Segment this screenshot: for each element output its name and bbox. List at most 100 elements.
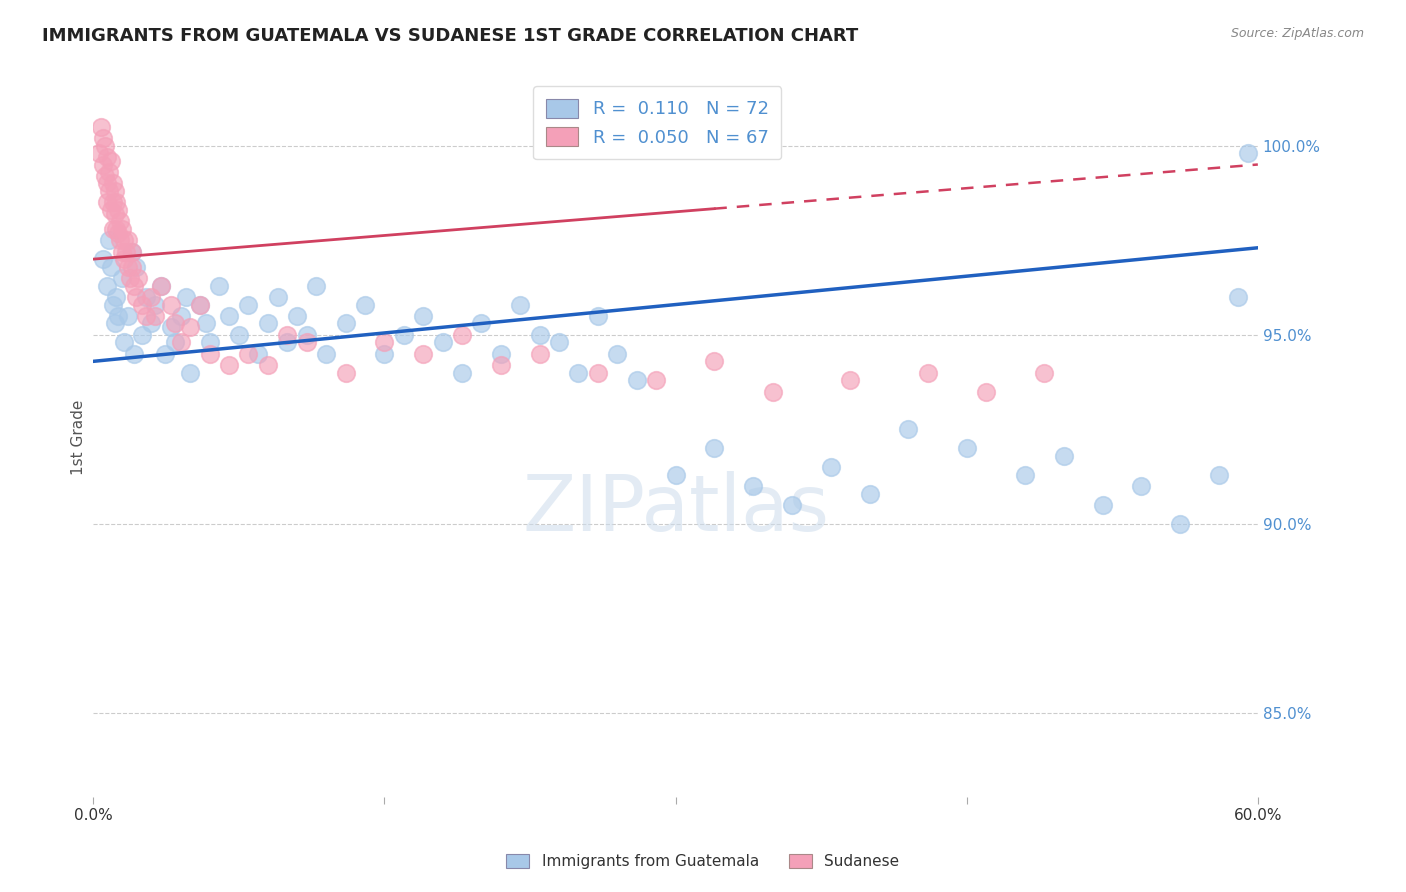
Point xyxy=(529,327,551,342)
Point xyxy=(96,278,118,293)
Point xyxy=(208,278,231,293)
Point xyxy=(153,347,176,361)
Point xyxy=(451,327,474,342)
Point xyxy=(780,498,803,512)
Point xyxy=(218,309,240,323)
Point xyxy=(150,278,173,293)
Point xyxy=(198,335,221,350)
Point xyxy=(101,195,124,210)
Point xyxy=(295,327,318,342)
Point xyxy=(247,347,270,361)
Point xyxy=(121,260,143,274)
Point xyxy=(179,366,201,380)
Point xyxy=(115,244,138,259)
Point xyxy=(1168,517,1191,532)
Point xyxy=(470,317,492,331)
Text: IMMIGRANTS FROM GUATEMALA VS SUDANESE 1ST GRADE CORRELATION CHART: IMMIGRANTS FROM GUATEMALA VS SUDANESE 1S… xyxy=(42,27,859,45)
Point xyxy=(169,309,191,323)
Point xyxy=(107,202,129,217)
Point xyxy=(94,169,117,183)
Point xyxy=(112,335,135,350)
Point xyxy=(176,290,198,304)
Point xyxy=(285,309,308,323)
Point xyxy=(105,290,128,304)
Point xyxy=(105,222,128,236)
Point xyxy=(91,252,114,267)
Point xyxy=(567,366,589,380)
Point xyxy=(103,317,125,331)
Y-axis label: 1st Grade: 1st Grade xyxy=(72,400,86,475)
Point xyxy=(198,347,221,361)
Point xyxy=(412,309,434,323)
Point xyxy=(135,290,157,304)
Text: Source: ZipAtlas.com: Source: ZipAtlas.com xyxy=(1230,27,1364,40)
Point xyxy=(238,347,260,361)
Point xyxy=(141,317,163,331)
Point xyxy=(100,202,122,217)
Point xyxy=(257,317,280,331)
Point xyxy=(1053,449,1076,463)
Point xyxy=(335,317,357,331)
Point xyxy=(103,184,125,198)
Point xyxy=(150,278,173,293)
Point xyxy=(373,335,395,350)
Point xyxy=(509,297,531,311)
Point xyxy=(392,327,415,342)
Point xyxy=(218,358,240,372)
Point xyxy=(305,278,328,293)
Point xyxy=(451,366,474,380)
Point xyxy=(121,244,143,259)
Point xyxy=(122,347,145,361)
Point xyxy=(101,222,124,236)
Point xyxy=(1014,467,1036,482)
Point xyxy=(96,150,118,164)
Point xyxy=(94,138,117,153)
Point xyxy=(1227,290,1250,304)
Point xyxy=(87,146,110,161)
Point xyxy=(91,131,114,145)
Point xyxy=(101,297,124,311)
Point xyxy=(664,467,686,482)
Point xyxy=(295,335,318,350)
Point xyxy=(131,297,153,311)
Point xyxy=(606,347,628,361)
Point xyxy=(97,233,120,247)
Point xyxy=(112,233,135,247)
Point xyxy=(1091,498,1114,512)
Point xyxy=(974,384,997,399)
Point xyxy=(276,335,298,350)
Point xyxy=(276,327,298,342)
Point xyxy=(354,297,377,311)
Point xyxy=(188,297,211,311)
Point xyxy=(120,271,142,285)
Point xyxy=(127,271,149,285)
Point xyxy=(839,373,862,387)
Point xyxy=(111,222,134,236)
Point xyxy=(188,297,211,311)
Point xyxy=(703,442,725,456)
Point xyxy=(169,335,191,350)
Point xyxy=(110,214,132,228)
Point xyxy=(761,384,783,399)
Point xyxy=(257,358,280,372)
Point xyxy=(159,320,181,334)
Point xyxy=(489,358,512,372)
Point xyxy=(228,327,250,342)
Point xyxy=(897,422,920,436)
Point xyxy=(1130,479,1153,493)
Point xyxy=(96,177,118,191)
Point xyxy=(107,309,129,323)
Point xyxy=(131,327,153,342)
Point xyxy=(100,153,122,168)
Point xyxy=(97,165,120,179)
Point xyxy=(238,297,260,311)
Point xyxy=(489,347,512,361)
Point xyxy=(100,260,122,274)
Point xyxy=(111,244,134,259)
Point xyxy=(90,120,112,134)
Point xyxy=(163,317,186,331)
Point xyxy=(412,347,434,361)
Point xyxy=(103,207,125,221)
Point xyxy=(163,335,186,350)
Point xyxy=(141,290,163,304)
